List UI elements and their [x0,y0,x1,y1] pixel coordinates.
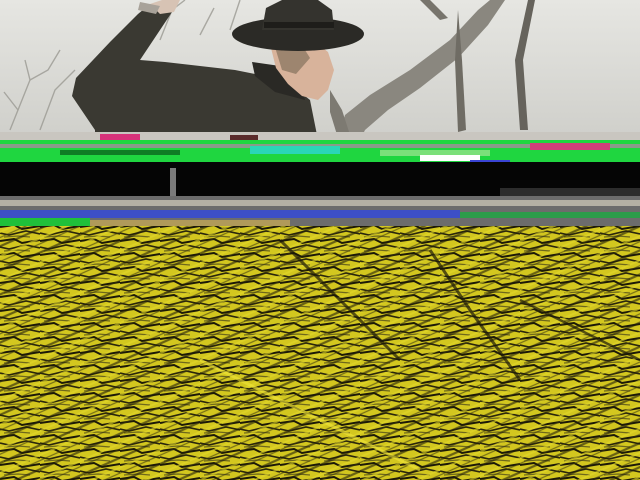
tree-trunk [330,0,535,140]
corrupted-region [0,226,640,480]
collar [252,62,305,100]
glitch-bands [0,132,640,226]
bare-branches-left [3,0,241,131]
person [72,0,364,140]
hat-band [264,22,334,28]
wrist-cuff [138,2,160,14]
photo-region [0,0,640,140]
dark-jacket [72,4,318,140]
